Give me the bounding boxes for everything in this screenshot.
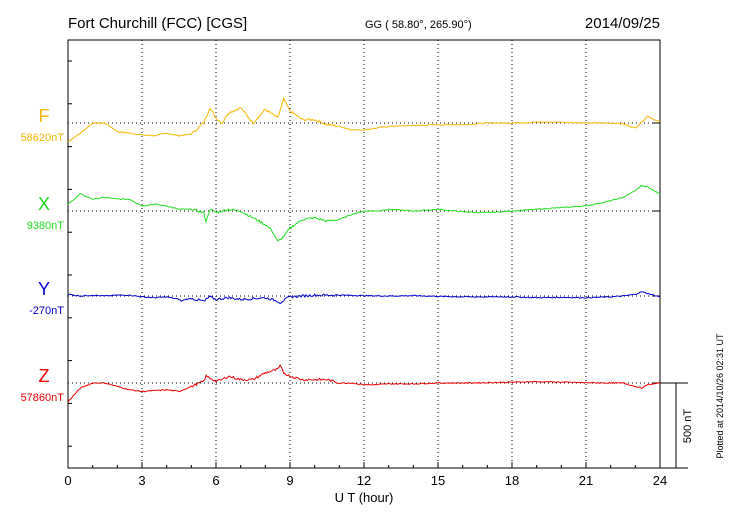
x-tick-label: 6 (212, 473, 219, 488)
series-baseline-y: -270nT (29, 305, 64, 317)
x-axis: 0 3 6 9 12 15 18 21 24 (64, 60, 667, 488)
x-tick-label: 18 (505, 473, 519, 488)
series-labels: F 58620nT X 9380nT Y -270nT Z 57860nT (21, 106, 65, 404)
series-name-f: F (39, 106, 50, 126)
series-line-z (67, 363, 661, 403)
station-title: Fort Churchill (FCC) [CGS] (68, 15, 247, 32)
plotted-timestamp: Plotted at 2014/10/26 02:31 UT (715, 333, 725, 459)
series-name-z: Z (39, 366, 50, 386)
series-line-x (67, 184, 661, 242)
grid (68, 40, 660, 468)
station-coordinates: GG ( 58.80°, 265.90°) (365, 19, 472, 31)
x-tick-label: 21 (579, 473, 593, 488)
series-baseline-f: 58620nT (21, 132, 65, 144)
x-tick-label: 9 (286, 473, 293, 488)
x-tick-label: 24 (653, 473, 667, 488)
x-tick-label: 12 (357, 473, 371, 488)
series-name-y: Y (38, 279, 50, 299)
x-tick-label: 3 (138, 473, 145, 488)
series-baseline-x: 9380nT (27, 220, 65, 232)
series-baseline-z: 57860nT (21, 392, 65, 404)
x-tick-label: 0 (64, 473, 71, 488)
series-line-y (67, 291, 660, 305)
series-line-f (67, 96, 661, 143)
scale-bar: 500 nT (660, 382, 694, 469)
x-tick-label: 15 (431, 473, 445, 488)
series-group (67, 96, 661, 403)
chart-date: 2014/09/25 (585, 15, 660, 32)
scale-bar-label: 500 nT (682, 409, 694, 444)
x-axis-label: U T (hour) (335, 490, 394, 505)
series-name-x: X (38, 194, 50, 214)
